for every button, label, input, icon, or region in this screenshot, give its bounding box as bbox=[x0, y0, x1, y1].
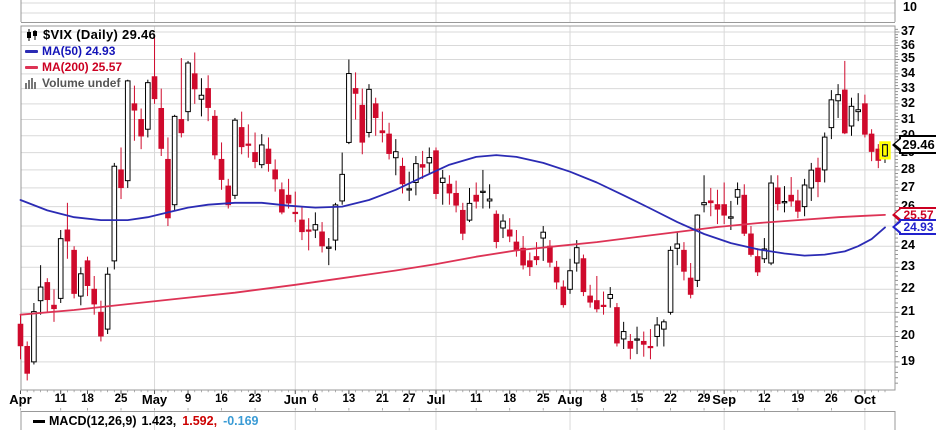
x-axis-month-label: May bbox=[141, 392, 168, 407]
x-axis-week-label: 19 bbox=[791, 393, 805, 405]
x-axis-week-label: 27 bbox=[402, 393, 416, 405]
x-axis-month-label: Sep bbox=[712, 392, 737, 407]
y-axis-label: 27 bbox=[901, 179, 915, 194]
x-axis-month-label: Oct bbox=[854, 392, 876, 407]
ma200-line-icon bbox=[25, 65, 38, 69]
y-axis-label: 36 bbox=[901, 37, 915, 52]
x-axis-week-label: 26 bbox=[824, 393, 838, 405]
upper-panel-remnant bbox=[20, 0, 896, 23]
macd-indicator-label: MACD(12,26,9) bbox=[49, 414, 137, 428]
macd-signal-value: 1.592, bbox=[182, 414, 218, 428]
x-axis-week-label: 25 bbox=[536, 393, 550, 405]
x-axis-week-label: 21 bbox=[375, 393, 389, 405]
x-axis-week-label: 29 bbox=[697, 393, 711, 405]
x-axis-week-label: 25 bbox=[114, 393, 128, 405]
volume-bars-icon bbox=[25, 77, 38, 89]
macd-panel-remnant bbox=[20, 408, 896, 430]
x-axis-week-label: 13 bbox=[342, 393, 356, 405]
y-axis-label: 28 bbox=[901, 161, 915, 176]
x-axis-month-label: Apr bbox=[9, 392, 32, 407]
x-axis-week-label: 22 bbox=[664, 393, 677, 405]
x-axis-week-label: 8 bbox=[600, 393, 607, 405]
y-axis-label: 23 bbox=[901, 259, 915, 274]
x-axis-week-label: 11 bbox=[54, 393, 67, 405]
volume-label: Volume undef bbox=[42, 76, 121, 90]
last-price-callout: 29.46 bbox=[892, 135, 936, 155]
x-axis-month-label: Aug bbox=[557, 392, 583, 407]
x-axis-month-label: Jun bbox=[283, 392, 307, 407]
y-axis-label: 24 bbox=[901, 238, 915, 253]
upper-panel-axis-label: 10 bbox=[903, 0, 917, 14]
x-axis-week-label: 11 bbox=[470, 393, 483, 405]
chart-legend: $VIX (Daily) 29.46 MA(50) 24.93 MA(200) … bbox=[25, 27, 156, 91]
ma200-line bbox=[19, 213, 886, 316]
y-axis-label: 21 bbox=[901, 304, 915, 319]
x-axis-week-label: 18 bbox=[81, 393, 94, 405]
y-axis-label: 37 bbox=[901, 23, 915, 38]
ma50-line bbox=[19, 154, 886, 257]
macd-histogram-value: -0.169 bbox=[223, 414, 259, 428]
y-axis-label: 20 bbox=[901, 328, 915, 343]
ma50-line-icon bbox=[25, 49, 38, 53]
x-axis-week-label: 9 bbox=[184, 393, 192, 405]
ma50-label: MA(50) 24.93 bbox=[42, 44, 116, 58]
x-axis-week-label: 16 bbox=[215, 393, 228, 405]
macd-value: 1.423, bbox=[141, 414, 177, 428]
y-axis-label: 35 bbox=[901, 51, 915, 66]
macd-legend: MACD(12,26,9) 1.423, 1.592, -0.169 bbox=[33, 413, 259, 429]
y-axis-label: 31 bbox=[901, 111, 915, 126]
x-axis-week-label: 12 bbox=[757, 393, 771, 405]
macd-line-icon bbox=[33, 419, 45, 423]
grid-layer bbox=[20, 25, 896, 391]
candles-layer bbox=[17, 37, 888, 381]
ma200-label: MA(200) 25.57 bbox=[42, 60, 123, 74]
legend-volume-row: Volume undef bbox=[25, 75, 156, 91]
y-axis-label: 34 bbox=[901, 65, 915, 80]
x-axis-week-label: 6 bbox=[312, 393, 319, 405]
candlestick-icon bbox=[25, 29, 39, 41]
highlighted-candle bbox=[879, 141, 891, 163]
x-axis-week-label: 18 bbox=[503, 393, 517, 405]
x-axis-week-label: 23 bbox=[248, 393, 262, 405]
ma50-price-callout: 24.93 bbox=[892, 219, 936, 236]
y-axis-label: 22 bbox=[901, 281, 915, 296]
legend-ma50-row: MA(50) 24.93 bbox=[25, 43, 156, 59]
legend-ma200-row: MA(200) 25.57 bbox=[25, 59, 156, 75]
y-axis-label: 32 bbox=[901, 95, 915, 110]
x-axis-week-label: 15 bbox=[630, 393, 644, 405]
x-axis-month-label: Jul bbox=[426, 392, 446, 407]
y-axis-label: 33 bbox=[901, 80, 915, 95]
symbol-title: $VIX (Daily) 29.46 bbox=[43, 27, 157, 42]
y-axis-label: 19 bbox=[901, 353, 915, 368]
legend-symbol-row: $VIX (Daily) 29.46 bbox=[25, 27, 156, 43]
